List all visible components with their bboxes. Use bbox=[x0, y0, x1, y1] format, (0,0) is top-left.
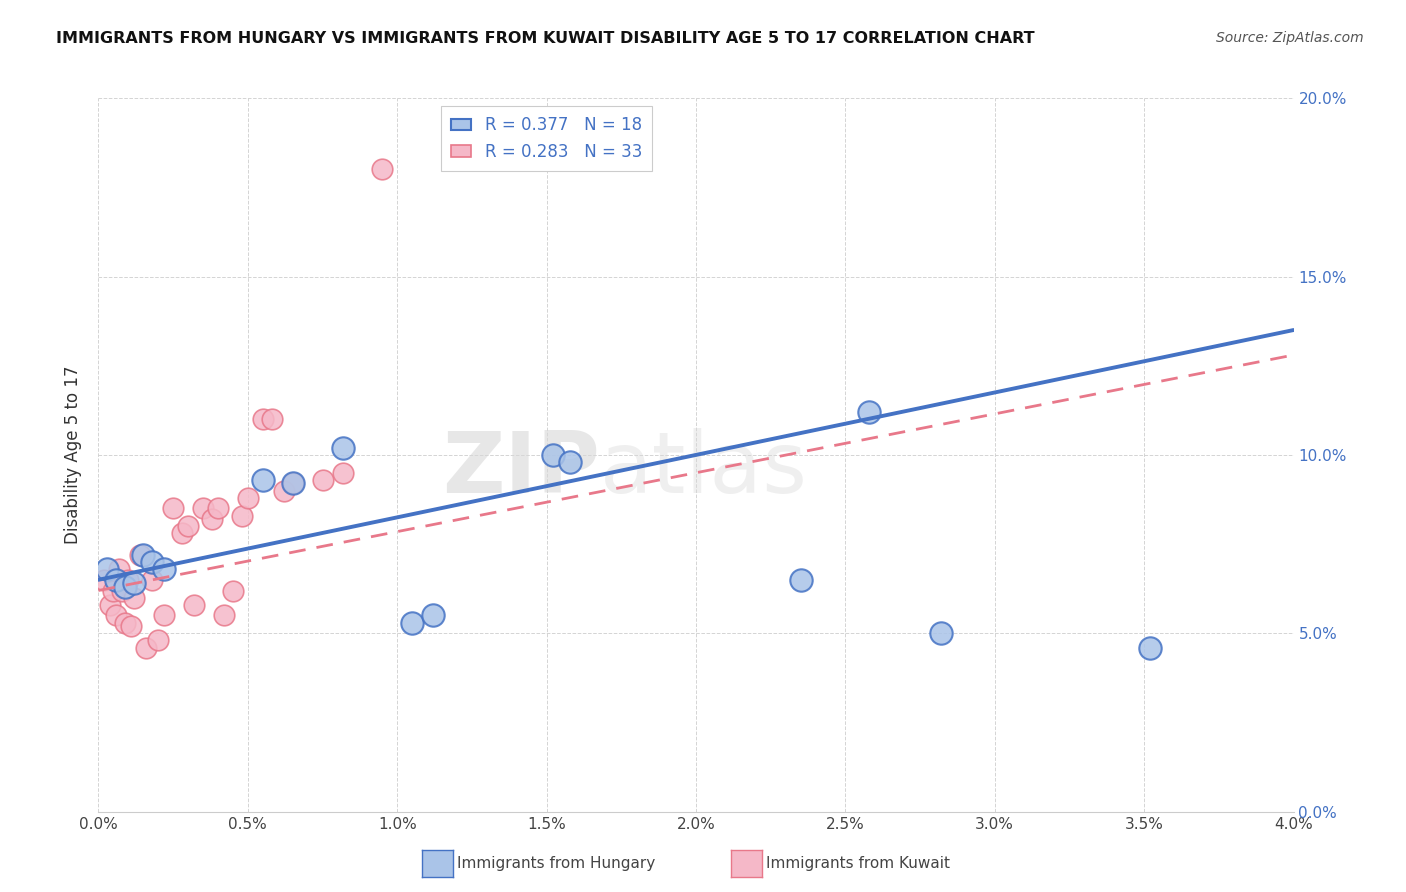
Point bbox=[183, 598, 205, 612]
Point bbox=[111, 583, 134, 598]
Point bbox=[114, 615, 136, 630]
Point bbox=[560, 455, 582, 469]
Text: IMMIGRANTS FROM HUNGARY VS IMMIGRANTS FROM KUWAIT DISABILITY AGE 5 TO 17 CORRELA: IMMIGRANTS FROM HUNGARY VS IMMIGRANTS FR… bbox=[56, 31, 1035, 46]
Point bbox=[172, 526, 194, 541]
Point bbox=[135, 640, 157, 655]
Point bbox=[191, 501, 214, 516]
Point bbox=[207, 501, 229, 516]
Point bbox=[929, 626, 952, 640]
Point bbox=[103, 583, 125, 598]
Point bbox=[281, 476, 304, 491]
Point bbox=[120, 619, 142, 633]
Point bbox=[422, 608, 444, 623]
Point bbox=[222, 583, 245, 598]
Point bbox=[1139, 640, 1161, 655]
Point bbox=[252, 473, 274, 487]
Point bbox=[153, 562, 176, 576]
Point bbox=[148, 633, 170, 648]
Point bbox=[105, 573, 128, 587]
Point bbox=[93, 573, 115, 587]
Text: Immigrants from Hungary: Immigrants from Hungary bbox=[457, 856, 655, 871]
Y-axis label: Disability Age 5 to 17: Disability Age 5 to 17 bbox=[65, 366, 83, 544]
Point bbox=[129, 548, 152, 562]
Point bbox=[789, 573, 811, 587]
Point bbox=[162, 501, 184, 516]
Legend: R = 0.377   N = 18, R = 0.283   N = 33: R = 0.377 N = 18, R = 0.283 N = 33 bbox=[441, 106, 652, 170]
Point bbox=[141, 555, 163, 569]
Point bbox=[201, 512, 224, 526]
Point bbox=[236, 491, 259, 505]
Point bbox=[273, 483, 295, 498]
Point bbox=[401, 615, 423, 630]
Point bbox=[98, 598, 122, 612]
Point bbox=[132, 548, 155, 562]
Text: ZIP: ZIP bbox=[443, 427, 600, 511]
Point bbox=[260, 412, 283, 426]
Point bbox=[124, 591, 146, 605]
Point bbox=[117, 573, 139, 587]
Point bbox=[311, 473, 333, 487]
Point bbox=[858, 405, 880, 419]
Point bbox=[114, 580, 136, 594]
Text: Source: ZipAtlas.com: Source: ZipAtlas.com bbox=[1216, 31, 1364, 45]
Point bbox=[212, 608, 235, 623]
Point bbox=[177, 519, 200, 533]
Point bbox=[108, 562, 131, 576]
Point bbox=[252, 412, 274, 426]
Point bbox=[541, 448, 564, 462]
Point bbox=[124, 576, 146, 591]
Point bbox=[153, 608, 176, 623]
Point bbox=[105, 608, 128, 623]
Point bbox=[281, 476, 304, 491]
Point bbox=[231, 508, 253, 523]
Text: Immigrants from Kuwait: Immigrants from Kuwait bbox=[766, 856, 950, 871]
Text: atlas: atlas bbox=[600, 427, 808, 511]
Point bbox=[371, 162, 394, 177]
Point bbox=[96, 562, 118, 576]
Point bbox=[332, 441, 354, 455]
Point bbox=[141, 573, 163, 587]
Point bbox=[332, 466, 354, 480]
